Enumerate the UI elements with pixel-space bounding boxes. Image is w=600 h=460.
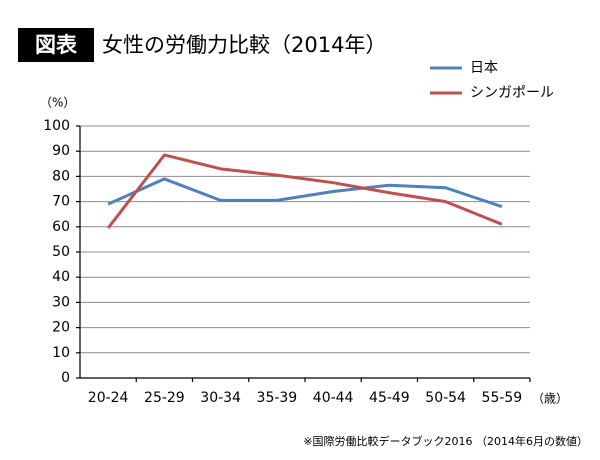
- badge: 図表: [35, 33, 78, 57]
- y-tick-label: 20: [52, 320, 70, 336]
- y-unit: （%）: [40, 96, 75, 110]
- x-unit: （歳）: [532, 392, 568, 406]
- x-tick-label: 45-49: [369, 390, 410, 406]
- y-tick-label: 70: [52, 194, 70, 210]
- x-tick-label: 40-44: [313, 390, 354, 406]
- series-line: [107, 177, 503, 209]
- source-note: ※国際労働比較データブック2016 （2014年6月の数値）: [303, 434, 588, 448]
- badge-box: [18, 28, 94, 62]
- x-tick-label: 20-24: [88, 390, 129, 406]
- series-line: [106, 153, 503, 229]
- x-tick-label: 55-59: [482, 390, 523, 406]
- chart-title: 女性の労働力比較（2014年）: [102, 33, 386, 57]
- y-tick-label: 10: [52, 345, 70, 361]
- legend-label: 日本: [470, 60, 498, 76]
- y-tick-label: 90: [52, 143, 70, 159]
- y-tick-label: 30: [52, 294, 70, 310]
- y-tick-label: 40: [52, 269, 70, 285]
- x-tick-label: 50-54: [425, 390, 466, 406]
- y-tick-label: 60: [52, 219, 70, 235]
- legend-label: シンガポール: [470, 85, 554, 101]
- y-tick-label: 50: [52, 244, 70, 260]
- x-tick-label: 30-34: [200, 390, 241, 406]
- y-tick-label: 80: [52, 168, 70, 184]
- y-tick-label: 0: [61, 370, 70, 386]
- x-tick-label: 25-29: [144, 390, 185, 406]
- y-tick-label: 100: [43, 118, 70, 134]
- x-tick-label: 35-39: [257, 390, 298, 406]
